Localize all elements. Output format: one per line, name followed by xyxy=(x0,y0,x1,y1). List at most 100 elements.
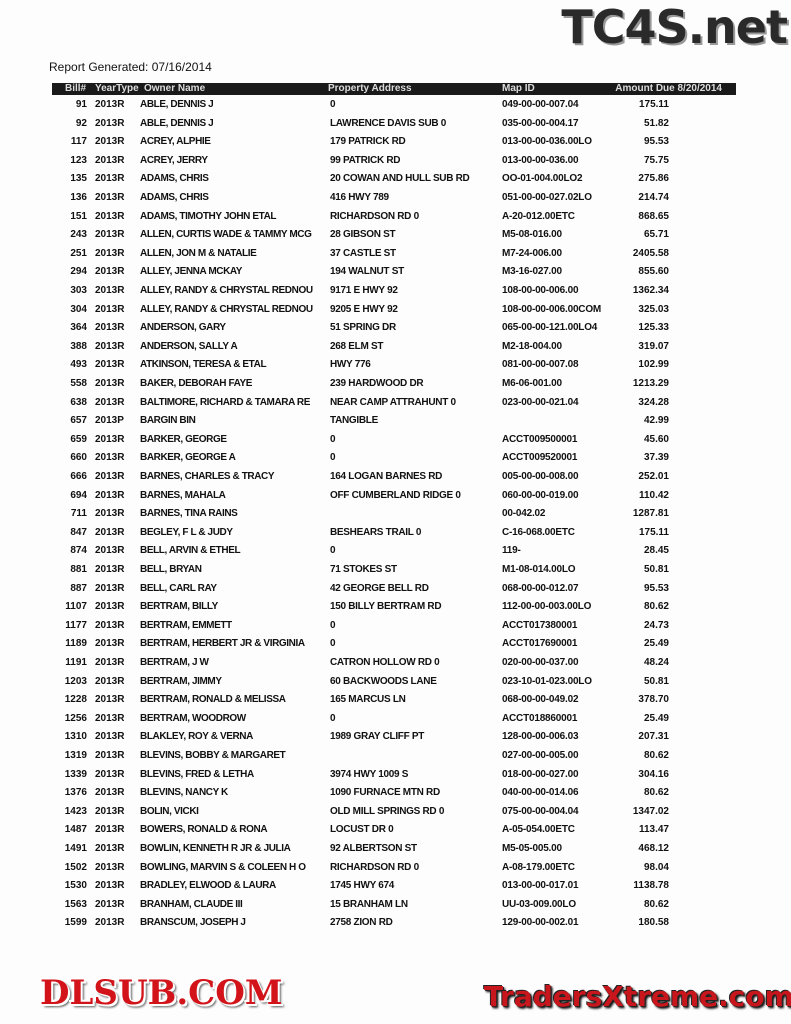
amount-due: 51.82 xyxy=(643,117,669,129)
map-id: A-05-054.00ETC xyxy=(502,824,575,836)
map-id: 081-00-00-007.08 xyxy=(502,359,579,371)
year-type: 2013R xyxy=(95,768,125,780)
table-row: 1502 2013R BOWLING, MARVIN S & COLEEN H O R… xyxy=(0,859,791,877)
table-row: 243 2013R ALLEN, CURTIS WADE & TAMMY MCG 28… xyxy=(0,226,791,244)
bill-number: 388 xyxy=(70,340,87,352)
property-address: 0 xyxy=(330,433,336,445)
map-id: M5-05-005.00 xyxy=(502,843,562,854)
owner-name: ABLE, DENNIS J xyxy=(140,99,214,110)
property-address: 164 LOGAN BARNES RD xyxy=(330,471,443,482)
owner-name: BALTIMORE, RICHARD & TAMARA RE xyxy=(140,396,311,408)
table-row: 1177 2013R BERTRAM, EMMETT 0 ACCT017380001 24… xyxy=(0,617,791,635)
bill-number: 881 xyxy=(70,564,87,575)
map-id: 027-00-00-005.00 xyxy=(502,750,579,761)
property-address: 0 xyxy=(330,452,336,464)
bill-number: 1107 xyxy=(65,601,87,613)
table-row: 1189 2013R BERTRAM, HERBERT JR & VIRGINIA 0… xyxy=(0,635,791,653)
bill-number: 1339 xyxy=(64,768,87,780)
owner-name: BERTRAM, RONALD & MELISSA xyxy=(140,694,286,706)
map-id: M7-24-006.00 xyxy=(502,247,562,259)
table-row: 92 2013R ABLE, DENNIS J LAWRENCE DAVIS SUB … xyxy=(0,115,791,133)
bill-number: 304 xyxy=(70,303,87,315)
map-id: ACCT009520001 xyxy=(502,452,578,464)
table-row: 1599 2013R BRANSCUM, JOSEPH J 2758 ZION RD 1… xyxy=(0,914,791,932)
property-address: 0 xyxy=(330,638,336,650)
owner-name: BARNES, CHARLES & TRACY xyxy=(140,471,275,482)
property-address: 416 HWY 789 xyxy=(330,192,389,203)
map-id: 108-00-00-006.00COM xyxy=(502,303,602,315)
bill-number: 92 xyxy=(75,117,87,129)
property-address: BESHEARS TRAIL 0 xyxy=(330,526,422,538)
bill-number: 1319 xyxy=(64,750,87,761)
header-bill: Bill# xyxy=(65,83,87,94)
amount-due: 50.81 xyxy=(643,675,669,687)
bill-number: 666 xyxy=(70,471,87,482)
year-type: 2013R xyxy=(95,638,125,650)
header-map-id: Map ID xyxy=(502,83,535,94)
amount-due: 102.99 xyxy=(638,359,669,371)
map-id: 020-00-00-037.00 xyxy=(502,657,579,668)
year-type: 2013R xyxy=(95,266,125,278)
year-type: 2013R xyxy=(95,917,125,929)
year-type: 2013R xyxy=(95,843,125,854)
map-id: 005-00-00-008.00 xyxy=(502,471,579,482)
bill-number: 1256 xyxy=(64,712,87,724)
table-row: 657 2013P BARGIN BIN TANGIBLE 42.99 xyxy=(0,412,791,430)
map-id: UU-03-009.00LO xyxy=(502,898,576,910)
amount-due: 378.70 xyxy=(638,694,669,706)
table-row: 694 2013R BARNES, MAHALA OFF CUMBERLAND RID… xyxy=(0,487,791,505)
year-type: 2013R xyxy=(95,303,125,315)
property-address: RICHARDSON RD 0 xyxy=(330,210,419,222)
bill-number: 1487 xyxy=(64,824,87,836)
year-type: 2013R xyxy=(95,619,125,631)
amount-due: 75.75 xyxy=(643,154,669,166)
year-type: 2013R xyxy=(95,601,125,613)
property-address: LOCUST DR 0 xyxy=(330,824,394,836)
owner-name: ALLEN, JON M & NATALIE xyxy=(140,247,257,259)
bill-number: 1599 xyxy=(64,917,87,929)
bill-number: 493 xyxy=(70,359,87,371)
owner-name: BERTRAM, BILLY xyxy=(140,601,218,613)
property-address: 1090 FURNACE MTN RD xyxy=(330,787,440,799)
year-type: 2013R xyxy=(95,880,125,892)
year-type: 2013R xyxy=(95,694,125,706)
amount-due: 304.16 xyxy=(638,768,669,780)
year-type: 2013R xyxy=(95,471,125,482)
table-row: 1203 2013R BERTRAM, JIMMY 60 BACKWOODS LANE… xyxy=(0,673,791,691)
year-type: 2013R xyxy=(95,750,125,761)
table-row: 1310 2013R BLAKLEY, ROY & VERNA 1989 GRAY C… xyxy=(0,728,791,746)
bill-number: 1530 xyxy=(64,880,87,892)
owner-name: BEGLEY, F L & JUDY xyxy=(140,526,233,538)
property-address: OFF CUMBERLAND RIDGE 0 xyxy=(330,489,461,501)
amount-due: 95.53 xyxy=(643,136,669,148)
year-type: 2013R xyxy=(95,285,125,296)
bill-number: 303 xyxy=(70,285,87,296)
year-type: 2013R xyxy=(95,657,125,668)
year-type: 2013R xyxy=(95,192,125,203)
year-type: 2013R xyxy=(95,861,125,873)
year-type: 2013R xyxy=(95,452,125,464)
property-address: 0 xyxy=(330,545,336,557)
amount-due: 1287.81 xyxy=(632,508,669,520)
property-address: 239 HARDWOOD DR xyxy=(330,378,424,389)
property-address: 20 COWAN AND HULL SUB RD xyxy=(330,173,470,185)
table-row: 847 2013R BEGLEY, F L & JUDY BESHEARS TRAIL… xyxy=(0,524,791,542)
amount-due: 95.53 xyxy=(643,582,669,594)
year-type: 2013R xyxy=(95,154,125,166)
amount-due: 45.60 xyxy=(643,433,669,445)
property-address: 60 BACKWOODS LANE xyxy=(330,675,437,687)
bill-number: 874 xyxy=(70,545,87,557)
table-row: 1530 2013R BRADLEY, ELWOOD & LAURA 1745 HWY… xyxy=(0,877,791,895)
map-id: M6-06-001.00 xyxy=(502,378,562,389)
property-address: 51 SPRING DR xyxy=(330,322,396,334)
table-row: 1319 2013R BLEVINS, BOBBY & MARGARET 027-00… xyxy=(0,747,791,765)
amount-due: 2405.58 xyxy=(632,247,669,259)
table-row: 1423 2013R BOLIN, VICKI OLD MILL SPRINGS RD… xyxy=(0,803,791,821)
owner-name: BARKER, GEORGE xyxy=(140,433,227,445)
map-id: 049-00-00-007.04 xyxy=(502,99,579,110)
bill-number: 847 xyxy=(70,526,87,538)
year-type: 2013R xyxy=(95,675,125,687)
amount-due: 113.47 xyxy=(638,824,669,836)
table-row: 666 2013R BARNES, CHARLES & TRACY 164 LOGAN… xyxy=(0,468,791,486)
owner-name: ANDERSON, GARY xyxy=(140,322,226,334)
